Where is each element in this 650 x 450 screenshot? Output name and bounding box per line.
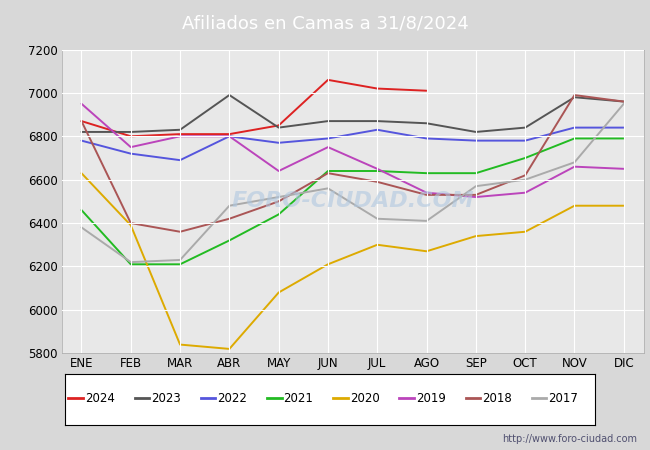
Text: 2020: 2020 — [350, 392, 380, 405]
Text: FORO-CIUDAD.COM: FORO-CIUDAD.COM — [231, 191, 474, 212]
Text: Afiliados en Camas a 31/8/2024: Afiliados en Camas a 31/8/2024 — [181, 14, 469, 33]
Text: 2018: 2018 — [482, 392, 512, 405]
Text: 2019: 2019 — [416, 392, 446, 405]
Text: 2017: 2017 — [549, 392, 578, 405]
Text: 2022: 2022 — [217, 392, 247, 405]
Text: 2023: 2023 — [151, 392, 181, 405]
Text: 2021: 2021 — [283, 392, 313, 405]
Text: http://www.foro-ciudad.com: http://www.foro-ciudad.com — [502, 434, 637, 444]
Text: 2024: 2024 — [85, 392, 115, 405]
